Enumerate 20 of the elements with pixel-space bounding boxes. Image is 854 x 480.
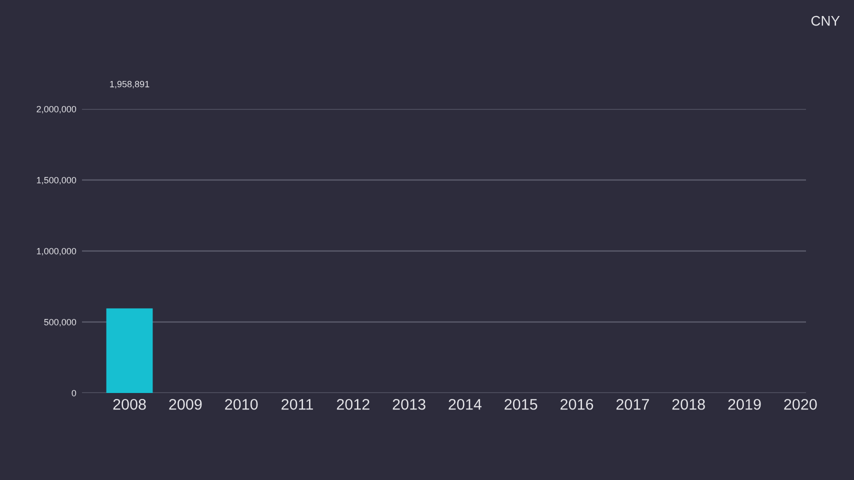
x-tick-label: 2016 [560, 398, 594, 410]
y-tick-label: 0 [72, 390, 76, 396]
x-tick-label: 2012 [336, 398, 370, 410]
y-tick-label: 1,000,000 [36, 248, 76, 256]
x-tick-label: 2009 [169, 398, 202, 410]
x-tick-label: 2018 [672, 398, 705, 410]
x-tick-label: 2019 [728, 398, 761, 410]
x-tick-label: 2013 [392, 398, 426, 410]
y-tick-label: 500,000 [44, 318, 76, 326]
x-tick-label: 2015 [504, 398, 538, 410]
x-tick-label: 2014 [448, 398, 482, 410]
text: 1,958,891 [110, 80, 150, 88]
x-tick-label: 2011 [282, 398, 313, 410]
y-tick-label: 1,500,000 [36, 176, 76, 184]
x-tick-label: 2020 [784, 398, 817, 410]
x-tick-label: 2008 [113, 398, 146, 410]
x-tick-label: 2010 [225, 398, 258, 410]
x-tick-label: 2017 [616, 398, 649, 410]
text: CNY [811, 16, 840, 26]
y-tick-label: 2,000,000 [36, 106, 76, 114]
